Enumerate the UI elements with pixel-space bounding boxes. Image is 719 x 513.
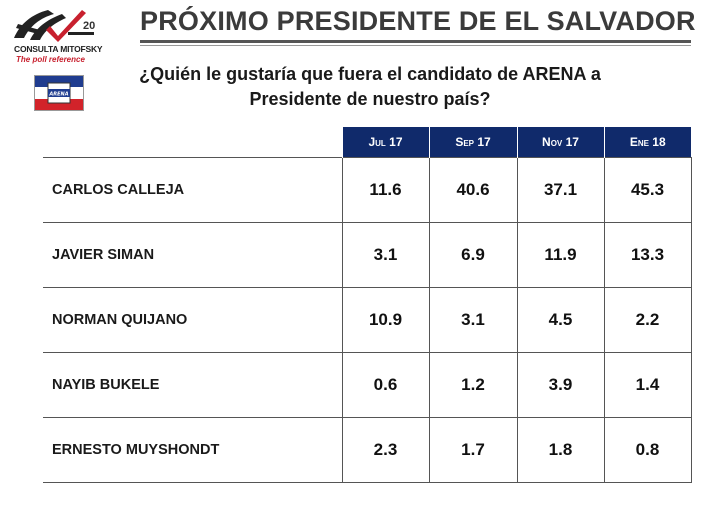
column-header: Sep 17 — [428, 127, 517, 158]
question-line-2: Presidente de nuestro país? — [249, 89, 491, 109]
value-cell: 1.4 — [603, 352, 692, 418]
logo-mark-icon — [14, 10, 94, 42]
page-title: PRÓXIMO PRESIDENTE DE EL SALVADOR — [140, 6, 696, 36]
column-header: Ene 18 — [603, 127, 691, 158]
survey-question: ¿Quién le gustaría que fuera el candidat… — [110, 62, 630, 112]
value-cell: 37.1 — [516, 157, 604, 223]
column-header: Jul 17 — [341, 127, 429, 158]
results-table: Jul 17 Sep 17 Nov 17 Ene 18 CARLOS CALLE… — [43, 127, 692, 483]
value-cell: 4.5 — [516, 287, 604, 353]
value-cell: 11.6 — [341, 157, 429, 223]
value-cell: 3.1 — [341, 222, 429, 288]
candidate-name: CARLOS CALLEJA — [43, 157, 342, 223]
value-cell: 2.3 — [341, 417, 429, 483]
value-cell: 1.8 — [516, 417, 604, 483]
value-cell: 2.2 — [603, 287, 692, 353]
logo-tagline: The poll reference — [16, 55, 85, 64]
value-cell: 45.3 — [603, 157, 692, 223]
title-divider — [140, 40, 691, 43]
candidate-name: JAVIER SIMAN — [43, 222, 342, 288]
value-cell: 1.7 — [428, 417, 517, 483]
value-cell: 0.8 — [603, 417, 692, 483]
table-row: NAYIB BUKELE 0.6 1.2 3.9 1.4 — [43, 352, 692, 418]
value-cell: 3.1 — [428, 287, 517, 353]
table-header-row: Jul 17 Sep 17 Nov 17 Ene 18 — [43, 127, 691, 158]
title-divider-thin — [140, 45, 691, 46]
value-cell: 10.9 — [341, 287, 429, 353]
logo-anniversary: 20 — [83, 20, 96, 32]
column-header: Nov 17 — [516, 127, 604, 158]
arena-flag-icon: ARENA — [34, 75, 84, 111]
table-row: JAVIER SIMAN 3.1 6.9 11.9 13.3 — [43, 222, 692, 288]
value-cell: 1.2 — [428, 352, 517, 418]
value-cell: 6.9 — [428, 222, 517, 288]
table-row: CARLOS CALLEJA 11.6 40.6 37.1 45.3 — [43, 157, 692, 223]
candidate-name: NAYIB BUKELE — [43, 352, 342, 418]
value-cell: 3.9 — [516, 352, 604, 418]
logo-brand-text: CONSULTA MITOFSKY — [14, 44, 103, 54]
consulta-mitofsky-logo: 20 CONSULTA MITOFSKY The poll reference — [10, 4, 110, 66]
candidate-name: ERNESTO MUYSHONDT — [43, 417, 342, 483]
arena-flag-label: ARENA — [48, 92, 68, 98]
value-cell: 40.6 — [428, 157, 517, 223]
value-cell: 0.6 — [341, 352, 429, 418]
candidate-name: NORMAN QUIJANO — [43, 287, 342, 353]
value-cell: 13.3 — [603, 222, 692, 288]
table-row: NORMAN QUIJANO 10.9 3.1 4.5 2.2 — [43, 287, 692, 353]
header-blank — [43, 127, 342, 158]
table-row: ERNESTO MUYSHONDT 2.3 1.7 1.8 0.8 — [43, 417, 692, 483]
value-cell: 11.9 — [516, 222, 604, 288]
question-line-1: ¿Quién le gustaría que fuera el candidat… — [139, 64, 601, 84]
